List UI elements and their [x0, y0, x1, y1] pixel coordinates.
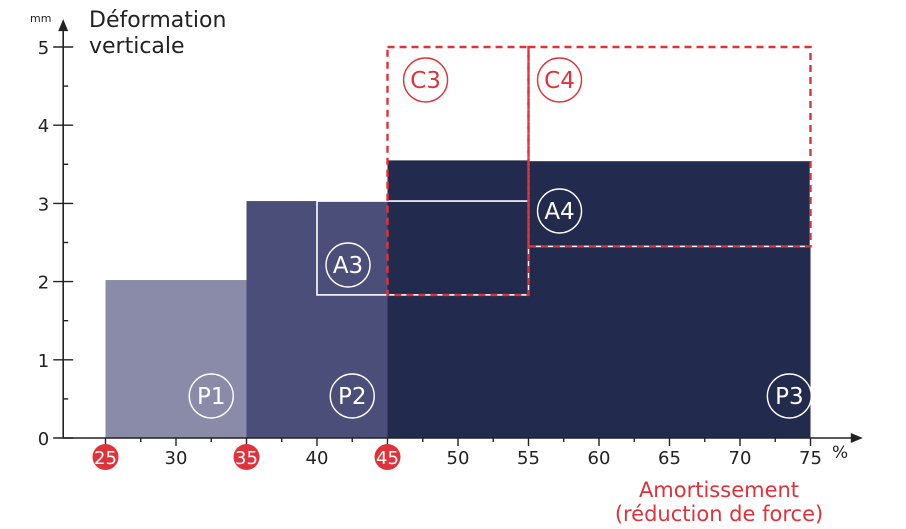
- x-axis-arrow-icon: [850, 433, 863, 443]
- label-p2-text: P2: [338, 384, 367, 410]
- x-tick-label: 30: [165, 448, 188, 469]
- region-p1: [105, 280, 247, 438]
- dashed-c3: [386, 45, 530, 297]
- label-a3-circle: [325, 242, 371, 288]
- x-tick-label: 75: [799, 448, 822, 469]
- y-tick-label: 2: [38, 273, 49, 294]
- x-tick-label: 65: [658, 448, 681, 469]
- y-tick-label: 0: [38, 429, 49, 450]
- x-tick-highlight-dot: [233, 444, 260, 470]
- y-axis-unit: mm: [30, 12, 52, 25]
- y-axis-title-line-1: Déformation: [89, 8, 227, 33]
- x-tick-label: 45: [376, 448, 399, 469]
- x-tick-label: 55: [517, 448, 540, 469]
- dashed-regions: [386, 45, 812, 297]
- label-a4-circle: [536, 188, 583, 234]
- label-p1-text: P1: [197, 384, 226, 410]
- x-tick-label: 35: [235, 448, 258, 469]
- label-c4-text: C4: [544, 68, 575, 94]
- label-p2-circle: [329, 373, 375, 419]
- x-tick-highlight-dot: [92, 444, 119, 470]
- x-tick-label: 25: [94, 448, 117, 469]
- y-axis-title-line-2: verticale: [89, 34, 185, 59]
- x-tick-label: 40: [306, 448, 329, 469]
- x-axis-title-line-2: (réduction de force): [614, 502, 824, 526]
- y-tick-label: 1: [38, 351, 49, 372]
- y-tick-label: 3: [38, 194, 49, 215]
- label-a4-text: A4: [544, 199, 574, 225]
- x-tick-label: 60: [588, 448, 611, 469]
- x-axis-title-line-1: Amortissement: [638, 478, 800, 502]
- label-c3-text: C3: [410, 68, 441, 94]
- filled-regions: [105, 160, 811, 438]
- region-labels: P1 P2 P3 A3 A4 C3 C4: [188, 57, 813, 419]
- x-tick-highlight-dot: [374, 444, 401, 470]
- y-tick-label: 5: [38, 38, 49, 59]
- y-axis-title: Déformation verticale: [89, 8, 226, 60]
- label-p3-circle: [766, 373, 813, 419]
- label-a3-text: A3: [333, 253, 363, 279]
- label-p1-circle: [188, 373, 234, 419]
- region-p3: [387, 160, 811, 438]
- x-axis-unit: %: [832, 443, 849, 463]
- label-p3-text: P3: [775, 384, 804, 410]
- label-c4-circle: [536, 57, 583, 103]
- y-tick-label: 4: [38, 116, 49, 137]
- label-c3-circle: [402, 57, 449, 103]
- x-tick-label: 50: [447, 448, 470, 469]
- y-axis-arrow-icon: [58, 19, 69, 32]
- x-axis-title: Amortissement (réduction de force): [589, 478, 849, 526]
- x-tick-label: 70: [729, 448, 752, 469]
